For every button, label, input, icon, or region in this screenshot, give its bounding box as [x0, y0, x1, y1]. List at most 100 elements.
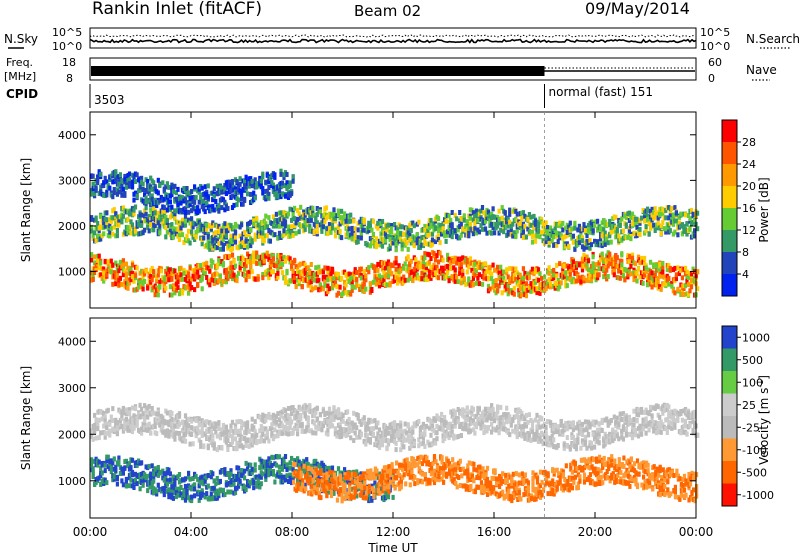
data-cell — [608, 253, 612, 259]
data-cell — [688, 225, 692, 231]
data-cell — [300, 428, 304, 434]
data-cell — [267, 195, 271, 201]
data-cell — [535, 286, 539, 292]
data-cell — [571, 239, 575, 245]
data-cell — [377, 283, 382, 289]
data-cell — [321, 274, 325, 280]
data-cell — [597, 272, 601, 278]
data-cell — [441, 271, 445, 277]
data-cell — [393, 420, 397, 426]
data-cell — [621, 228, 625, 234]
data-cell — [332, 276, 336, 282]
data-cell — [296, 207, 300, 213]
power-colorbar-label: Power [dB] — [757, 177, 771, 242]
data-cell — [394, 255, 398, 261]
data-cell — [682, 292, 686, 297]
data-cell — [165, 181, 169, 187]
data-cell — [312, 212, 316, 218]
data-cell — [156, 220, 160, 226]
data-cell — [620, 216, 624, 222]
data-cell — [283, 280, 288, 285]
data-cell — [524, 293, 528, 299]
data-cell — [462, 276, 466, 282]
data-cell — [446, 229, 450, 235]
data-cell — [244, 443, 248, 448]
data-cell — [221, 236, 225, 242]
data-cell — [535, 434, 539, 440]
data-cell — [397, 432, 401, 438]
data-cell — [268, 238, 272, 244]
data-cell — [465, 257, 469, 263]
data-cell — [402, 265, 406, 271]
data-cell — [423, 251, 427, 257]
data-cell — [321, 408, 325, 414]
data-cell — [374, 281, 378, 287]
data-cell — [385, 227, 389, 233]
data-cell — [114, 275, 118, 281]
data-cell — [250, 269, 254, 275]
data-cell — [511, 418, 515, 424]
data-cell — [206, 445, 210, 451]
data-cell — [664, 229, 668, 235]
colorbar-tick-label: 24 — [742, 158, 756, 171]
data-cell — [240, 236, 244, 242]
data-cell — [105, 192, 109, 198]
data-cell — [373, 239, 377, 245]
data-cell — [446, 252, 450, 258]
data-cell — [202, 443, 206, 449]
data-cell — [156, 190, 160, 196]
data-cell — [223, 221, 227, 227]
data-cell — [267, 275, 271, 281]
data-cell — [459, 280, 463, 286]
data-cell — [561, 431, 565, 437]
data-cell — [296, 425, 300, 431]
data-cell — [144, 195, 148, 201]
data-cell — [279, 413, 283, 419]
data-cell — [506, 286, 510, 292]
data-cell — [299, 261, 303, 267]
data-cell — [193, 199, 197, 205]
data-cell — [191, 206, 195, 212]
data-cell — [433, 440, 438, 446]
data-cell — [212, 193, 216, 199]
data-cell — [299, 204, 303, 210]
data-cell — [306, 420, 310, 426]
data-cell — [430, 237, 435, 243]
data-cell — [373, 277, 377, 283]
data-cell — [291, 268, 295, 274]
data-cell — [164, 225, 168, 230]
data-cell — [293, 216, 297, 222]
data-cell — [253, 177, 257, 183]
data-cell — [155, 431, 159, 437]
data-cell — [130, 262, 135, 268]
data-cell — [529, 288, 533, 294]
data-cell — [483, 261, 488, 267]
data-cell — [414, 257, 418, 263]
data-cell — [580, 238, 585, 244]
data-cell — [164, 234, 168, 240]
data-cell — [274, 223, 278, 229]
data-cell — [585, 261, 589, 267]
data-cell — [211, 203, 215, 209]
data-cell — [538, 424, 542, 430]
data-cell — [458, 210, 462, 215]
data-cell — [468, 256, 472, 262]
data-cell — [106, 407, 110, 413]
data-cell — [144, 205, 148, 211]
data-cell — [609, 229, 613, 235]
data-cell — [270, 179, 274, 185]
data-cell — [312, 420, 316, 426]
data-cell — [474, 280, 478, 286]
data-cell — [141, 414, 145, 420]
data-cell — [215, 423, 219, 429]
data-cell — [147, 190, 151, 196]
data-cell — [371, 264, 375, 270]
data-cell — [311, 286, 315, 292]
data-cell — [508, 266, 512, 271]
data-cell — [568, 220, 572, 226]
data-cell — [230, 193, 235, 199]
data-cell — [274, 263, 278, 269]
data-cell — [283, 258, 288, 264]
data-cell — [689, 207, 694, 213]
data-cell — [420, 270, 424, 276]
